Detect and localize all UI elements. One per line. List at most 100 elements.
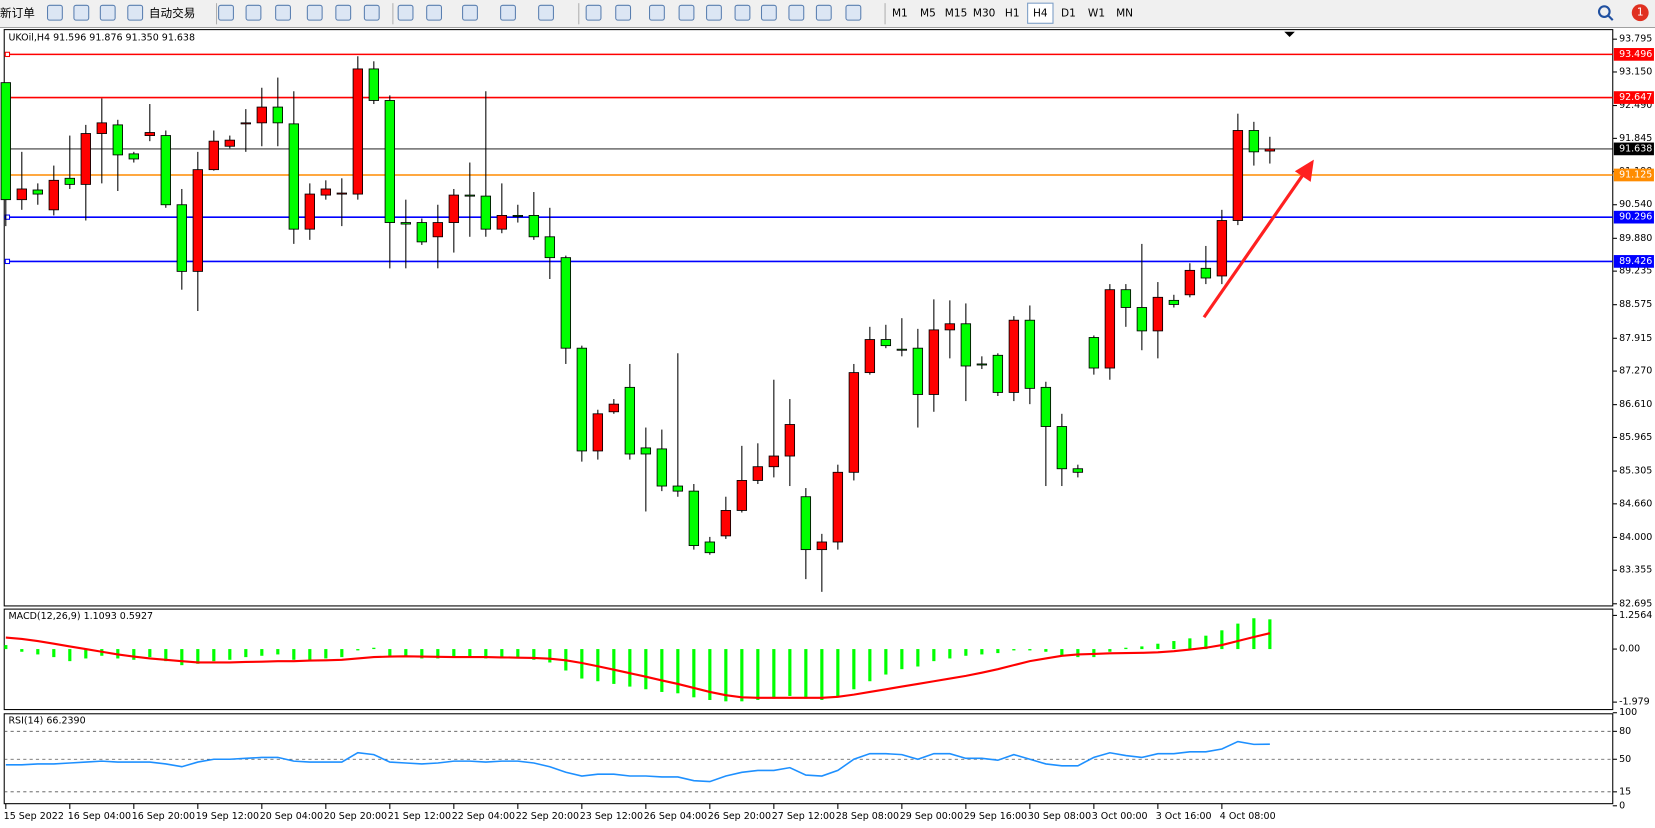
candle-body <box>480 195 492 230</box>
toolbar-icon[interactable] <box>760 4 777 21</box>
macd-bar <box>20 649 24 652</box>
candle-body <box>192 169 203 272</box>
search-icon[interactable] <box>1597 5 1611 18</box>
toolbar-icon[interactable] <box>218 4 234 21</box>
toolbar-icon[interactable] <box>363 4 380 21</box>
macd-bar <box>1028 649 1032 651</box>
macd-bar <box>244 649 248 658</box>
timeframe-button[interactable]: D1 <box>1061 8 1076 20</box>
macd-bar <box>436 649 440 659</box>
macd-bar <box>1044 649 1048 652</box>
toolbar-icon[interactable] <box>127 4 144 21</box>
toolbar-icon[interactable] <box>538 4 554 21</box>
macd-bar <box>852 649 856 690</box>
timeframe-button[interactable]: M15 <box>945 8 968 20</box>
toolbar-icon[interactable] <box>306 4 323 21</box>
new-order-button[interactable]: 新订单 <box>0 6 35 20</box>
toolbar-icon[interactable] <box>73 4 90 21</box>
toolbar-icon[interactable] <box>99 4 116 21</box>
candle-body <box>96 122 107 134</box>
y-tick-label: 0 <box>1619 800 1625 811</box>
macd-bar <box>500 649 504 659</box>
notification-count[interactable]: 1 <box>1637 7 1644 19</box>
toolbar-icon[interactable] <box>585 4 602 21</box>
timeframe-button[interactable]: H4 <box>1033 8 1048 20</box>
candle-body <box>1152 296 1164 332</box>
macd-bar <box>52 649 56 658</box>
candle-body <box>416 222 428 243</box>
timeframe-button[interactable]: M1 <box>892 8 908 20</box>
macd-bar <box>1076 649 1080 658</box>
toolbar-icon[interactable] <box>462 4 478 21</box>
candle-body <box>912 347 924 395</box>
toolbar-icon[interactable] <box>649 4 665 21</box>
notification-badge-bg[interactable] <box>1631 4 1649 22</box>
toolbar-icon[interactable] <box>245 4 262 21</box>
toolbar-icon[interactable] <box>734 4 751 21</box>
candle-body <box>816 541 828 551</box>
candle-body <box>992 354 1004 393</box>
macd-bar <box>884 649 888 675</box>
x-tick-label: 16 Sep 04:00 <box>68 811 131 822</box>
candle-body <box>1136 307 1148 332</box>
toolbar-icon[interactable] <box>426 4 443 21</box>
toolbar-icon[interactable] <box>815 4 832 21</box>
macd-bar <box>916 649 920 667</box>
timeframe-button[interactable]: MN <box>1116 8 1133 20</box>
toolbar-icon[interactable] <box>500 4 516 21</box>
y-tick-label: 86.610 <box>1619 399 1652 410</box>
candle-body <box>960 323 972 367</box>
y-tick-label: 83.355 <box>1619 565 1652 576</box>
candle-body <box>880 339 892 347</box>
candle-body <box>64 177 75 185</box>
macd-bar <box>628 649 632 687</box>
y-tick-label: 89.235 <box>1619 266 1652 277</box>
timeframe-button[interactable]: M30 <box>973 8 996 20</box>
y-tick-label: 50 <box>1619 754 1631 765</box>
x-tick-label: 27 Sep 12:00 <box>772 811 835 822</box>
candle-body <box>304 193 315 230</box>
candle-body <box>1184 269 1196 296</box>
y-tick-label: 85.305 <box>1619 466 1652 477</box>
toolbar-icon[interactable] <box>678 4 695 21</box>
candle-body <box>1008 319 1020 393</box>
macd-signal-line <box>5 632 1271 699</box>
macd-bar <box>740 649 744 702</box>
candle-body <box>1120 289 1132 308</box>
macd-bar <box>532 649 536 660</box>
macd-bar <box>132 649 136 660</box>
candle-body <box>512 215 524 217</box>
macd-bar <box>484 649 488 659</box>
candle-body <box>80 133 91 185</box>
timeframe-button[interactable]: H1 <box>1005 8 1020 20</box>
y-tick-label: 92.490 <box>1619 100 1652 111</box>
toolbar-icon[interactable] <box>46 4 63 21</box>
candle-body <box>544 236 556 259</box>
level-marker <box>4 258 11 265</box>
toolbar-icon[interactable] <box>275 4 291 21</box>
macd-bar <box>148 649 152 658</box>
toolbar-icon[interactable] <box>845 4 862 21</box>
toolbar-icon[interactable] <box>397 4 414 21</box>
x-tick-label: 23 Sep 12:00 <box>580 811 643 822</box>
toolbar-icon[interactable] <box>615 4 632 21</box>
timeframe-button[interactable]: M5 <box>920 8 936 20</box>
x-tick-label: 26 Sep 20:00 <box>708 811 771 822</box>
macd-bar <box>468 649 472 658</box>
level-label-bg <box>1613 210 1654 224</box>
toolbar-icon[interactable] <box>788 4 805 21</box>
timeframe-button[interactable]: W1 <box>1088 8 1105 20</box>
toolbar-icon[interactable] <box>706 4 722 21</box>
y-tick-label: 85.965 <box>1619 432 1652 443</box>
y-tick-label: 84.000 <box>1619 532 1652 543</box>
macd-bar <box>292 649 296 660</box>
candle-body <box>976 363 988 366</box>
macd-bar <box>868 649 872 682</box>
macd-bar <box>932 649 936 662</box>
toolbar-icon[interactable] <box>335 4 352 21</box>
timeframe-selected <box>1027 2 1054 24</box>
auto-trading-button[interactable]: 自动交易 <box>149 6 195 20</box>
x-tick-label: 16 Sep 20:00 <box>132 811 195 822</box>
candle-body <box>848 372 860 473</box>
